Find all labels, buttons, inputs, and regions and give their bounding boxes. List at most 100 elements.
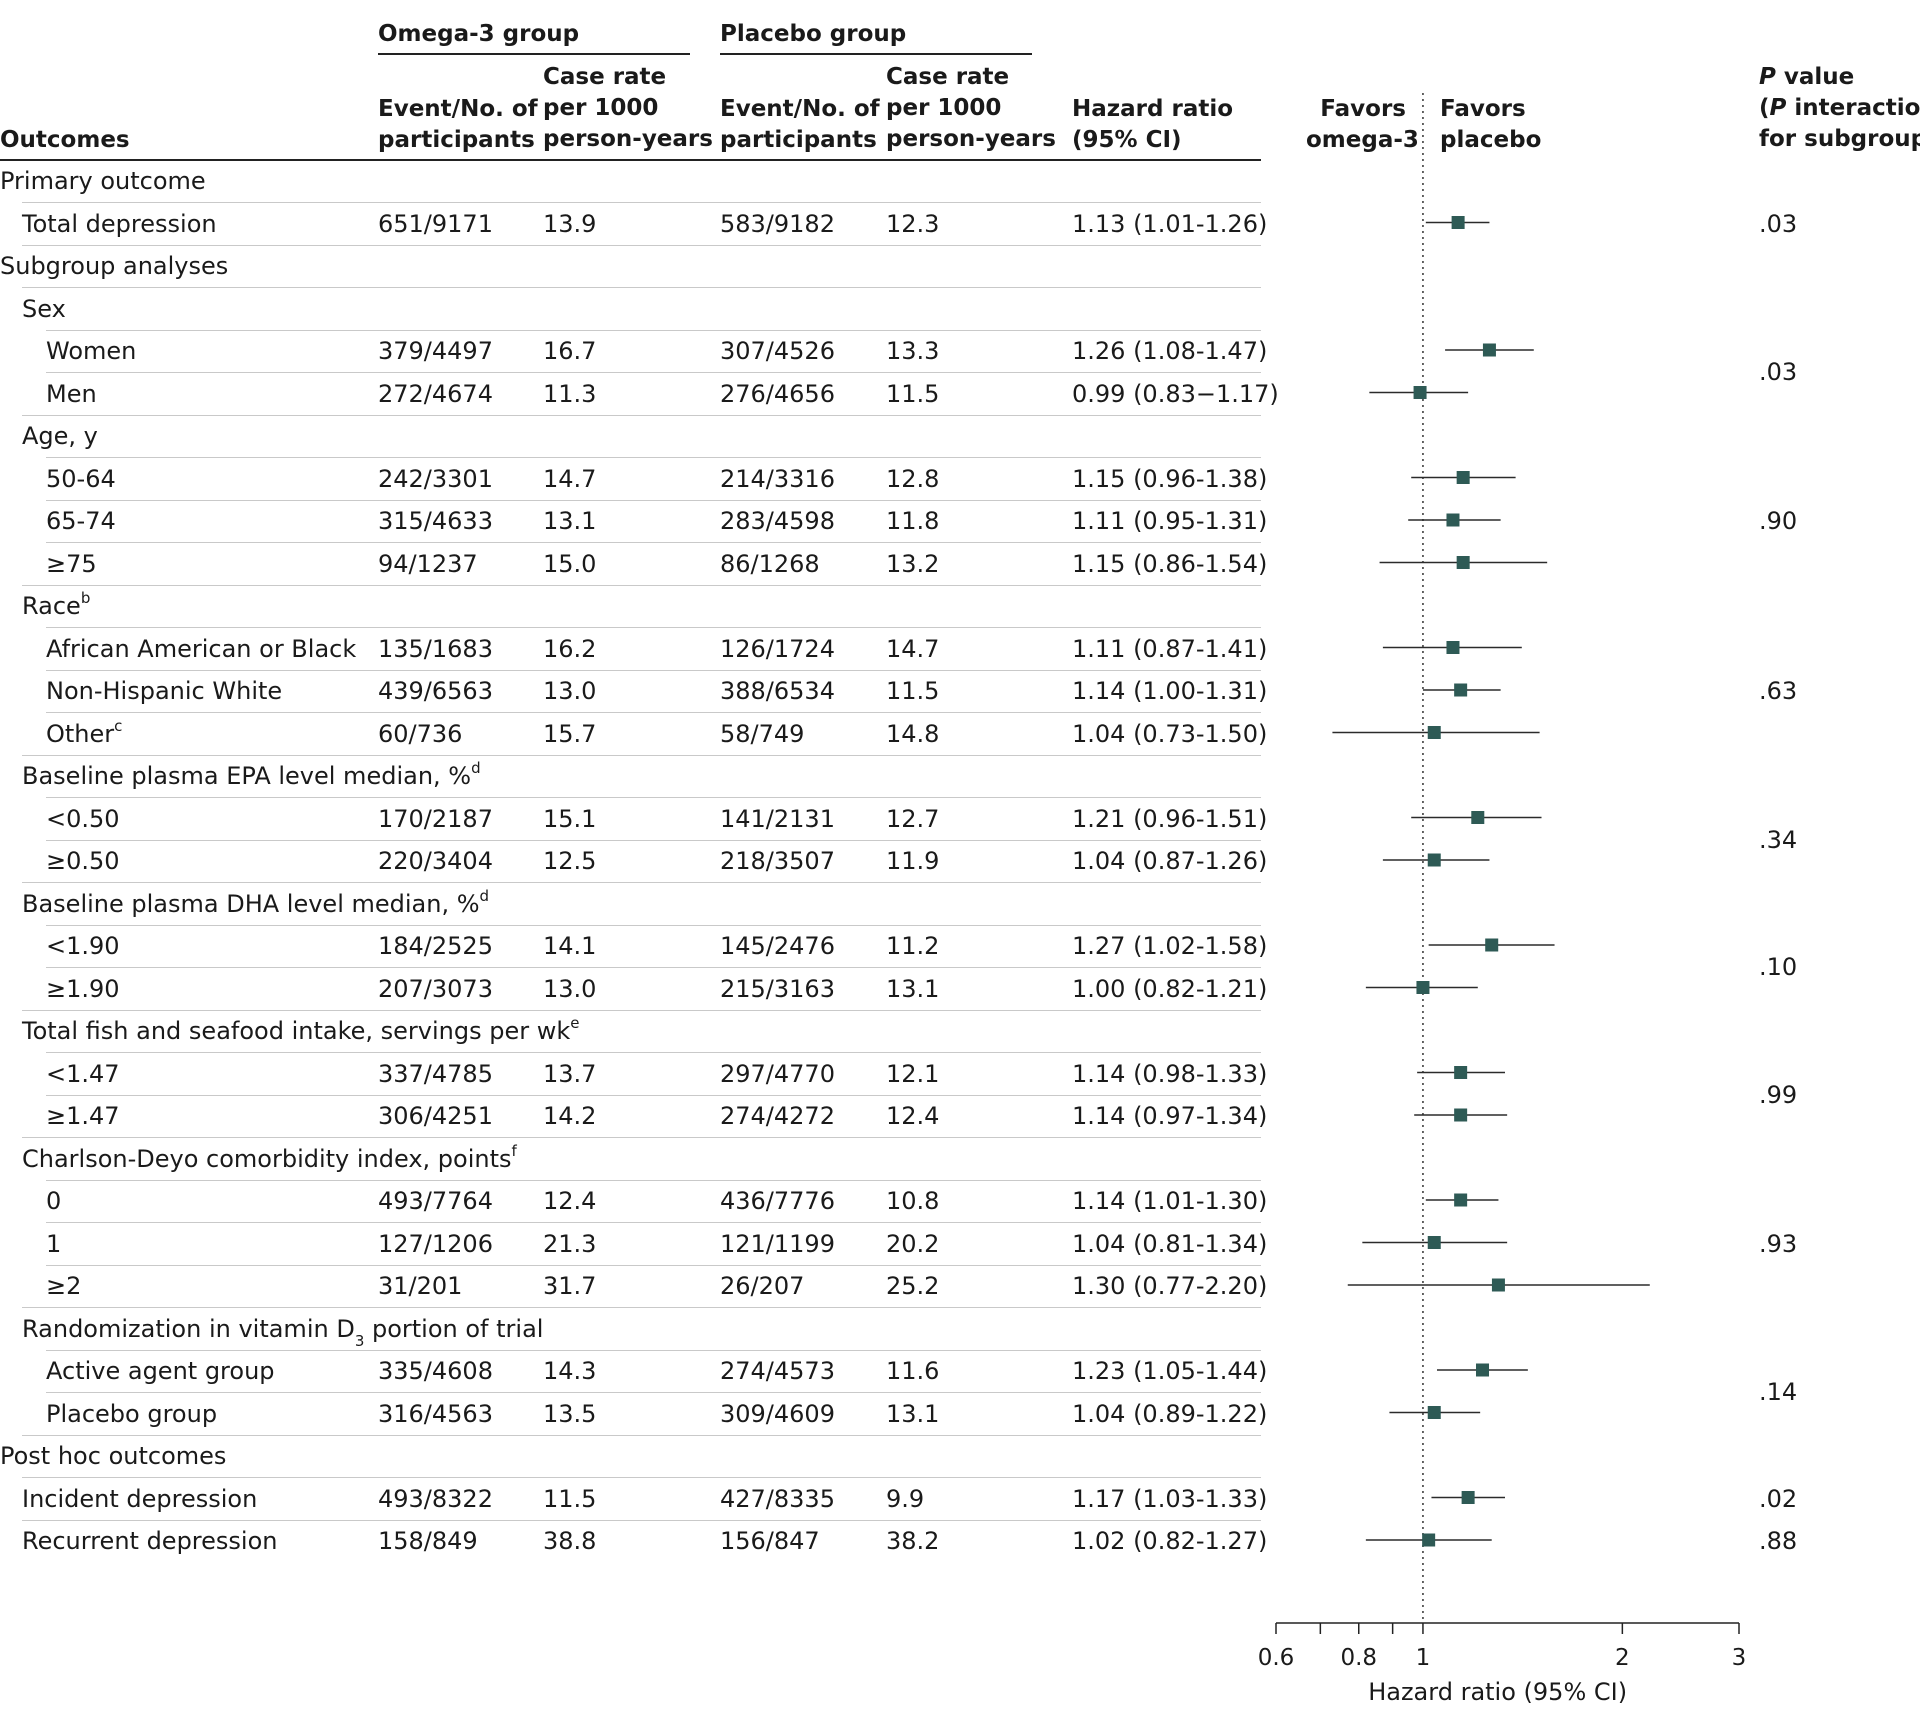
omega-rate-cell: 13.1 — [543, 507, 597, 535]
row-label: <1.47 — [46, 1059, 120, 1089]
row-label-text: <1.90 — [46, 932, 120, 960]
hazard-ratio-cell: 1.30 (0.77-2.20) — [1072, 1272, 1268, 1300]
group-label: Raceb — [22, 591, 90, 621]
x-tick-label: 2 — [1615, 1645, 1630, 1671]
hazard-ratio-cell: 0.99 (0.83−1.17) — [1072, 379, 1279, 408]
p-value: .03 — [1759, 358, 1798, 387]
omega-rate-cell: 21.3 — [543, 1229, 597, 1258]
hazard-ratio-marker — [1454, 1193, 1468, 1207]
hazard-ratio-cell: 1.15 (0.86-1.54) — [1072, 549, 1268, 578]
placebo-rate-cell: 12.7 — [886, 804, 940, 833]
hazard-ratio-marker — [1454, 683, 1468, 697]
omega-events-cell: 651/9171 — [378, 209, 493, 238]
placebo-rate-cell: 11.5 — [886, 677, 940, 705]
placebo-rate-cell: 13.1 — [886, 1399, 940, 1428]
placebo-rate-cell: 11.6 — [886, 1357, 940, 1385]
placebo-events-cell: 307/4526 — [720, 337, 835, 365]
row-label-text: Sex — [22, 294, 66, 323]
placebo-rate-cell: 14.7 — [886, 634, 940, 663]
hazard-ratio-marker — [1454, 1108, 1468, 1122]
placebo-group-underline — [720, 53, 1032, 55]
x-tick-label: 0.6 — [1258, 1645, 1295, 1671]
row-label: Men — [46, 379, 97, 409]
p-value: .90 — [1759, 507, 1798, 535]
row-label: ≥0.50 — [46, 846, 120, 876]
row-divider — [46, 1349, 1261, 1351]
p-value: .63 — [1759, 677, 1798, 705]
omega-rate-cell: 16.7 — [543, 337, 597, 365]
placebo-events-cell: 121/1199 — [720, 1229, 835, 1258]
omega-rate-cell: 11.5 — [543, 1484, 597, 1513]
row-label: 65-74 — [46, 506, 116, 536]
hazard-ratio-cell: 1.14 (0.97-1.34) — [1072, 1102, 1268, 1130]
row-divider — [46, 924, 1261, 926]
omega-rate-cell: 15.1 — [543, 804, 597, 833]
placebo-rate-cell: 13.3 — [886, 337, 940, 365]
row-divider — [46, 1264, 1261, 1266]
hazard-ratio-marker — [1471, 811, 1485, 824]
row-label-text: Recurrent depression — [22, 1527, 278, 1555]
omega-rate-cell: 38.8 — [543, 1527, 597, 1555]
row-label-text: ≥0.50 — [46, 847, 120, 875]
omega-events-cell: 220/3404 — [378, 847, 493, 875]
p-value: .14 — [1759, 1378, 1798, 1407]
placebo-events-cell: 388/6534 — [720, 677, 835, 705]
omega-rate-cell: 11.3 — [543, 379, 597, 408]
section-label: Primary outcome — [0, 166, 206, 196]
placebo-rate-cell: 13.2 — [886, 549, 940, 578]
row-label-text: <0.50 — [46, 804, 120, 833]
row-label-text: Placebo group — [46, 1399, 218, 1428]
omega-rate-header: Case rate per 1000 person-years — [543, 64, 713, 152]
p-value: .02 — [1759, 1484, 1798, 1513]
footnote-marker: d — [479, 886, 490, 905]
row-divider — [46, 669, 1261, 671]
hazard-ratio-marker — [1482, 343, 1496, 357]
row-label-text: 65-74 — [46, 507, 116, 535]
row-label-text: 50-64 — [46, 464, 116, 493]
omega-events-cell: 272/4674 — [378, 379, 493, 408]
row-label-text: Baseline plasma EPA level median, % — [22, 762, 472, 790]
row-divider — [46, 1222, 1261, 1224]
row-divider — [22, 882, 1261, 884]
row-label-text: Baseline plasma DHA level median, % — [22, 889, 480, 918]
row-label: ≥1.47 — [46, 1101, 120, 1131]
hazard-ratio-marker — [1413, 386, 1427, 399]
placebo-rate-cell: 13.1 — [886, 974, 940, 1003]
row-label-text: Randomization in vitamin D — [22, 1314, 355, 1343]
row-label: Otherc — [46, 716, 123, 749]
placebo-rate-cell: 11.9 — [886, 847, 940, 875]
row-label: 1 — [46, 1229, 61, 1259]
pvalue-header-line2: interaction — [1794, 95, 1920, 121]
row-divider — [22, 584, 1261, 586]
footnote-marker: c — [114, 716, 123, 735]
p-value: .10 — [1759, 953, 1798, 982]
row-label-text: Primary outcome — [0, 167, 206, 195]
x-tick-label: 3 — [1732, 1645, 1747, 1671]
omega-events-cell: 335/4608 — [378, 1357, 493, 1385]
omega-events-cell: 493/8322 — [378, 1484, 493, 1513]
omega-group-header: Omega-3 group — [378, 21, 580, 47]
omega-events-cell: 493/7764 — [378, 1187, 493, 1215]
placebo-events-cell: 274/4272 — [720, 1102, 835, 1130]
placebo-events-cell: 276/4656 — [720, 379, 835, 408]
hazard-ratio-marker — [1485, 938, 1499, 952]
omega-events-cell: 316/4563 — [378, 1399, 493, 1428]
row-label-suffix: portion of trial — [364, 1314, 544, 1343]
omega-events-header: Event/No. of participants — [378, 96, 538, 153]
placebo-rate-cell: 12.3 — [886, 209, 940, 238]
p-value: .99 — [1759, 1080, 1798, 1109]
hazard-ratio-cell: 1.04 (0.81-1.34) — [1072, 1229, 1268, 1258]
placebo-events-cell: 145/2476 — [720, 932, 835, 960]
row-label-text: Incident depression — [22, 1484, 258, 1513]
hazard-ratio-cell: 1.15 (0.96-1.38) — [1072, 464, 1268, 493]
pvalue-header-line3: for subgroups) — [1759, 126, 1920, 152]
pvalue-open-paren: ( — [1759, 95, 1770, 121]
row-label-text: 1 — [46, 1229, 62, 1258]
group-label: Age, y — [22, 421, 98, 451]
section-label: Post hoc outcomes — [0, 1441, 226, 1471]
hazard-ratio-cell: 1.14 (1.00-1.31) — [1072, 677, 1268, 705]
row-divider — [46, 967, 1261, 969]
hazard-ratio-marker — [1456, 471, 1470, 484]
omega-events-cell: 184/2525 — [378, 932, 493, 960]
row-label-text: ≥2 — [46, 1272, 82, 1300]
